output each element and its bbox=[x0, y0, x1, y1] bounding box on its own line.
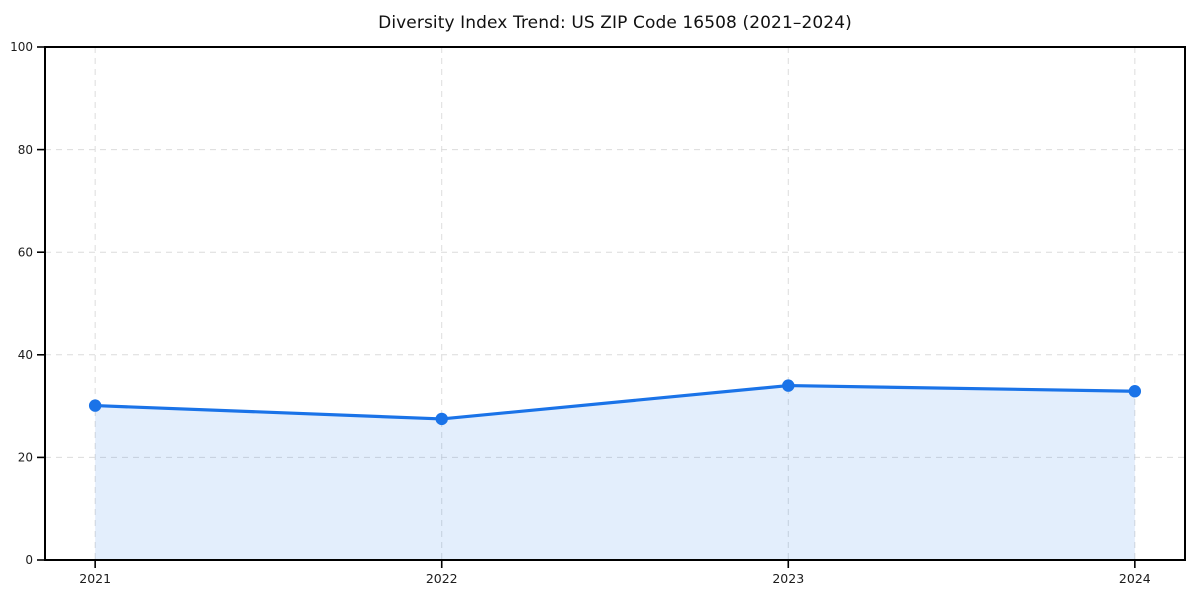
x-tick-label-2021: 2021 bbox=[79, 571, 111, 586]
data-point-2023 bbox=[782, 379, 795, 392]
chart-title: Diversity Index Trend: US ZIP Code 16508… bbox=[378, 13, 852, 33]
y-tick-label-80: 80 bbox=[18, 143, 33, 157]
trend-line bbox=[93, 383, 1137, 421]
data-point-2022 bbox=[435, 412, 448, 426]
axis-frame bbox=[44, 46, 1186, 561]
y-tick-label-20: 20 bbox=[18, 451, 33, 465]
y-tick-label-60: 60 bbox=[18, 245, 33, 259]
data-point-2021 bbox=[88, 399, 102, 412]
y-tick-label-40: 40 bbox=[18, 348, 33, 362]
y-tick-label-0: 0 bbox=[25, 553, 33, 567]
x-tick-label-2022: 2022 bbox=[426, 571, 458, 586]
x-tick-label-2024: 2024 bbox=[1119, 571, 1151, 586]
data-point-2024 bbox=[1128, 385, 1142, 398]
y-tick-label-100: 100 bbox=[10, 40, 33, 54]
x-tick-label-2023: 2023 bbox=[772, 571, 804, 586]
area-fill bbox=[95, 385, 1135, 560]
